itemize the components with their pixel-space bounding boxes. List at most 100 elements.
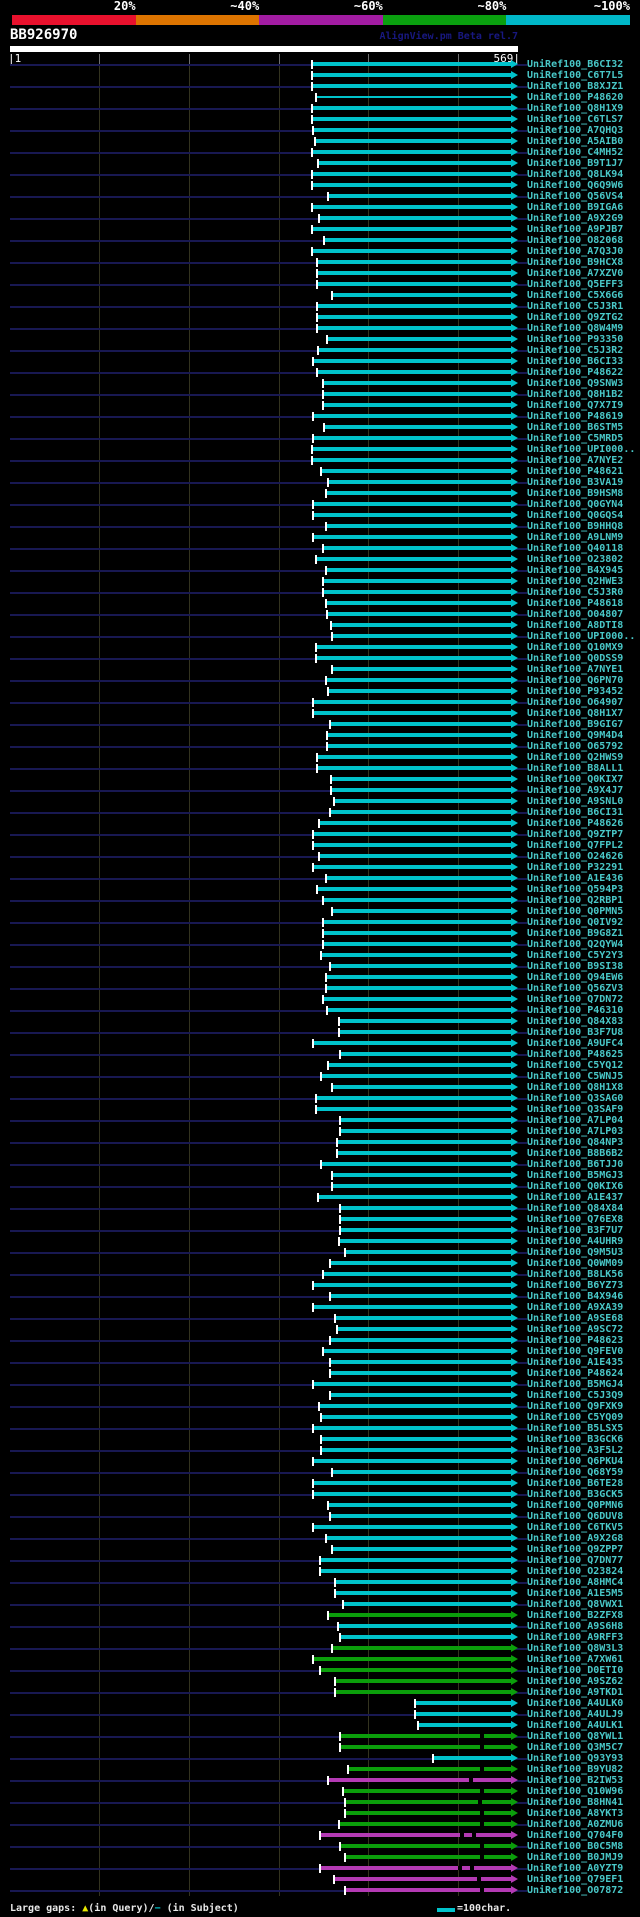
hit-label[interactable]: UniRef100_Q2RBP1 <box>527 895 624 906</box>
hit-bar[interactable] <box>313 832 511 836</box>
hit-label[interactable]: UniRef100_C5J3R0 <box>527 587 624 598</box>
hit-bar[interactable] <box>332 1646 511 1650</box>
hit-bar[interactable] <box>316 1096 511 1100</box>
hit-bar[interactable] <box>312 205 511 209</box>
hit-bar[interactable] <box>321 1074 511 1078</box>
hit-label[interactable]: UniRef100_Q9ZPP7 <box>527 1544 624 1555</box>
hit-label[interactable]: UniRef100_A9PJB7 <box>527 224 624 235</box>
hit-label[interactable]: UniRef100_Q7DN72 <box>527 994 624 1005</box>
hit-label[interactable]: UniRef100_B9HHQ8 <box>527 521 624 532</box>
hit-bar[interactable] <box>320 1558 511 1562</box>
hit-label[interactable]: UniRef100_Q68Y59 <box>527 1467 624 1478</box>
hit-bar[interactable] <box>340 1844 511 1848</box>
hit-bar[interactable] <box>328 480 511 484</box>
hit-bar[interactable] <box>316 96 511 98</box>
hit-label[interactable]: UniRef100_P48622 <box>527 367 624 378</box>
hit-bar[interactable] <box>418 1723 511 1727</box>
hit-label[interactable]: UniRef100_UPI000.. <box>527 444 636 455</box>
hit-label[interactable]: UniRef100_Q84X84 <box>527 1203 624 1214</box>
hit-label[interactable]: UniRef100_B9G8Z1 <box>527 928 624 939</box>
hit-label[interactable]: UniRef100_B6TE28 <box>527 1478 624 1489</box>
hit-bar[interactable] <box>323 898 511 902</box>
hit-bar[interactable] <box>324 238 511 242</box>
hit-label[interactable]: UniRef100_C5J3R1 <box>527 301 624 312</box>
hit-bar[interactable] <box>328 689 511 693</box>
hit-bar[interactable] <box>323 392 511 396</box>
hit-bar[interactable] <box>313 1041 511 1045</box>
hit-label[interactable]: UniRef100_A7QHQ3 <box>527 125 624 136</box>
hit-bar[interactable] <box>312 227 511 231</box>
hit-label[interactable]: UniRef100_A9RFF3 <box>527 1632 624 1643</box>
hit-label[interactable]: UniRef100_Q9M5U3 <box>527 1247 624 1258</box>
hit-label[interactable]: UniRef100_O23824 <box>527 1566 624 1577</box>
hit-label[interactable]: UniRef100_A3F5L2 <box>527 1445 624 1456</box>
hit-label[interactable]: UniRef100_Q2HWS9 <box>527 752 624 763</box>
hit-label[interactable]: UniRef100_Q8H1X8 <box>527 1082 624 1093</box>
hit-bar[interactable] <box>328 194 511 198</box>
hit-bar[interactable] <box>313 700 511 704</box>
hit-label[interactable]: UniRef100_B6TJJ0 <box>527 1159 624 1170</box>
hit-bar[interactable] <box>337 1151 511 1155</box>
hit-label[interactable]: UniRef100_Q9FXK9 <box>527 1401 624 1412</box>
hit-bar[interactable] <box>331 623 511 627</box>
hit-label[interactable]: UniRef100_B2ZFX8 <box>527 1610 624 1621</box>
hit-bar[interactable] <box>312 172 511 176</box>
hit-label[interactable]: UniRef100_A1E435 <box>527 1357 624 1368</box>
hit-bar[interactable] <box>330 722 511 726</box>
hit-label[interactable]: UniRef100_A9SNL0 <box>527 796 624 807</box>
hit-label[interactable]: UniRef100_B8LK56 <box>527 1269 624 1280</box>
hit-bar[interactable] <box>326 876 511 880</box>
hit-label[interactable]: UniRef100_A8YKT3 <box>527 1808 624 1819</box>
hit-label[interactable]: UniRef100_B8B6B2 <box>527 1148 624 1159</box>
hit-label[interactable]: UniRef100_Q0KIX6 <box>527 1181 624 1192</box>
hit-label[interactable]: UniRef100_B4X946 <box>527 1291 624 1302</box>
hit-label[interactable]: UniRef100_Q10W96 <box>527 1786 624 1797</box>
hit-label[interactable]: UniRef100_C4MH52 <box>527 147 624 158</box>
hit-label[interactable]: UniRef100_Q8W3L3 <box>527 1643 624 1654</box>
hit-label[interactable]: UniRef100_Q6PKU4 <box>527 1456 624 1467</box>
hit-label[interactable]: UniRef100_Q6PN70 <box>527 675 624 686</box>
hit-bar[interactable] <box>323 381 511 385</box>
hit-bar[interactable] <box>312 249 511 253</box>
hit-label[interactable]: UniRef100_A9X4J7 <box>527 785 624 796</box>
hit-bar[interactable] <box>343 1789 511 1793</box>
hit-bar[interactable] <box>313 1481 511 1485</box>
hit-bar[interactable] <box>327 337 511 341</box>
hit-bar[interactable] <box>313 1657 511 1661</box>
hit-label[interactable]: UniRef100_A4ULK0 <box>527 1698 624 1709</box>
hit-bar[interactable] <box>332 293 511 297</box>
hit-label[interactable]: UniRef100_Q8H1X7 <box>527 708 624 719</box>
hit-bar[interactable] <box>320 1668 511 1672</box>
hit-label[interactable]: UniRef100_B9T1J7 <box>527 158 624 169</box>
hit-bar[interactable] <box>328 1778 511 1782</box>
hit-label[interactable]: UniRef100_Q93Y93 <box>527 1753 624 1764</box>
hit-bar[interactable] <box>335 1580 511 1584</box>
hit-label[interactable]: UniRef100_B0C5M8 <box>527 1841 624 1852</box>
hit-bar[interactable] <box>327 612 511 616</box>
hit-label[interactable]: UniRef100_B3F7U8 <box>527 1027 624 1038</box>
hit-label[interactable]: UniRef100_Q9FEV0 <box>527 1346 624 1357</box>
hit-bar[interactable] <box>337 1140 511 1144</box>
hit-label[interactable]: UniRef100_Q0GYN4 <box>527 499 624 510</box>
hit-bar[interactable] <box>332 667 511 671</box>
hit-label[interactable]: UniRef100_O23802 <box>527 554 624 565</box>
hit-bar[interactable] <box>313 1283 511 1287</box>
hit-label[interactable]: UniRef100_Q0GQS4 <box>527 510 624 521</box>
hit-bar[interactable] <box>317 304 511 308</box>
hit-bar[interactable] <box>339 1019 511 1023</box>
hit-label[interactable]: UniRef100_Q56VS4 <box>527 191 624 202</box>
hit-label[interactable]: UniRef100_B3VA19 <box>527 477 624 488</box>
hit-label[interactable]: UniRef100_Q2QYW4 <box>527 939 624 950</box>
hit-bar[interactable] <box>312 458 511 462</box>
hit-bar[interactable] <box>313 535 511 539</box>
hit-bar[interactable] <box>335 1690 511 1694</box>
hit-label[interactable]: UniRef100_B3GCK5 <box>527 1489 624 1500</box>
hit-label[interactable]: UniRef100_P93452 <box>527 686 624 697</box>
hit-bar[interactable] <box>316 1107 511 1111</box>
hit-label[interactable]: UniRef100_C6TKV5 <box>527 1522 624 1533</box>
hit-bar[interactable] <box>312 84 511 88</box>
hit-label[interactable]: UniRef100_C6T7L5 <box>527 70 624 81</box>
hit-bar[interactable] <box>332 1547 511 1551</box>
hit-bar[interactable] <box>326 568 511 572</box>
hit-bar[interactable] <box>433 1756 511 1760</box>
